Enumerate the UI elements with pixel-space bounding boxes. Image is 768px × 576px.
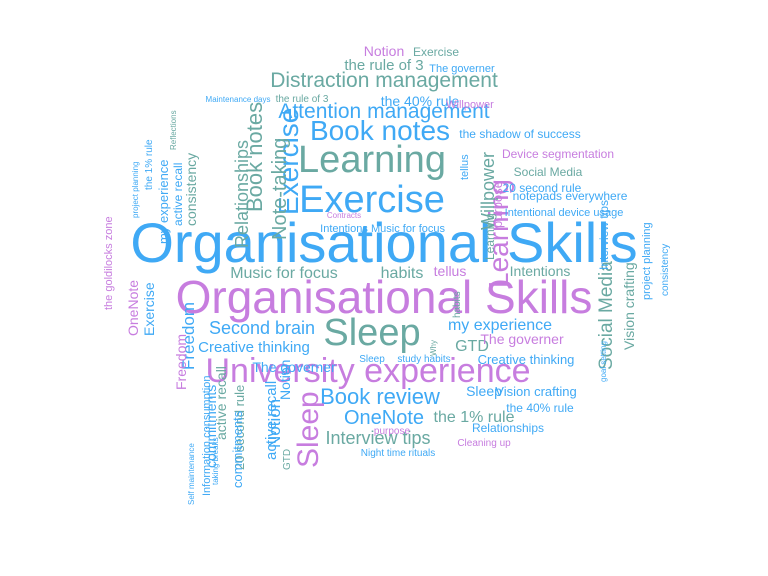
word-active-recall: active recall (171, 163, 185, 226)
word-device-segmentation: Device segmentation (502, 147, 614, 161)
word-interview-tips: Interview tips (597, 200, 611, 270)
word-notion: Notion (364, 43, 404, 59)
word-tellus: tellus (434, 263, 467, 279)
word-purpose: purpose (490, 181, 505, 228)
word-contracts: Contracts (327, 211, 361, 220)
word-creative-thinking: Creative thinking (478, 352, 575, 367)
word-onenote: OneNote (125, 280, 141, 336)
word-intentions: Intentions (320, 223, 368, 235)
word-book-notes: Book notes (310, 115, 450, 146)
word-tellus: tellus (459, 154, 471, 180)
word-the-governer: The governer (252, 359, 336, 375)
word-freedom: Freedom (179, 302, 198, 370)
word-consistency: consistency (183, 153, 199, 226)
word-the-governer: The governer (480, 331, 564, 347)
word-habits: habits (452, 291, 463, 318)
word-willpower: Willpower (478, 152, 498, 230)
word-the-governer: The governer (429, 63, 495, 75)
word-distraction-management: Distraction management (270, 69, 498, 92)
word-night-time-rituals: Night time rituals (361, 448, 435, 459)
word-habits: habits (381, 265, 424, 282)
word-active-recall: active recall (213, 366, 229, 440)
word-the-rule-of-3: the rule of 3 (344, 57, 423, 74)
word-second-brain: Second brain (209, 318, 315, 338)
word-sleep: Sleep (359, 354, 385, 365)
word-information-consumption: Information consumption (201, 376, 213, 496)
word-willpower: Willpower (446, 99, 494, 111)
word-vision-crafting: Vision crafting (621, 262, 637, 350)
word-organisational-skills: Organisational Skills (176, 271, 593, 323)
word-intentional-device-usage: Intentional device usage (505, 207, 624, 219)
word-20-second-rule: 20 second rule (232, 385, 247, 470)
word-sleep: Sleep (323, 312, 420, 354)
word-commitments: commitments (230, 410, 245, 488)
word-intentions: Intentions (510, 263, 571, 279)
word-university-experience: University experience (205, 352, 530, 390)
word-learning: Learning (483, 179, 514, 288)
word-the-1-percent-rule: the 1% rule (144, 139, 155, 190)
word-book-notes: Book notes (242, 102, 267, 212)
word-20-second-rule: 20 second rule (503, 181, 582, 195)
word-cleaning-up: Cleaning up (457, 438, 511, 449)
word-vision-crafting: Vision crafting (495, 384, 576, 399)
word-my-experience: my experience (448, 317, 552, 334)
word-music-for-focus: Music for focus (230, 265, 338, 282)
word-freedom: Freedom (173, 334, 189, 390)
word-organisational-skills: Organisational Skills (130, 211, 637, 274)
word-the-40-percent-rule: the 40% rule (381, 93, 460, 109)
word-learning: Learning (483, 213, 497, 260)
word-study-habits: study habits (397, 354, 450, 365)
word-relationships: Relationships (472, 421, 544, 435)
word-gtd: GTD (282, 449, 293, 470)
word-interview-tips: Interview tips (325, 428, 430, 448)
word-relationships: Relationships (232, 140, 252, 248)
word-exercise: Exercise (273, 108, 304, 215)
word-note-taking: Note-taking (269, 138, 291, 240)
word-exercise: Exercise (413, 45, 459, 59)
word-the-shadow-of-success: the shadow of success (459, 127, 580, 141)
word-goal-setting: goal setting (599, 341, 608, 382)
word-music-for-focus: Music for focus (371, 223, 445, 235)
word-book-review: Book review (320, 384, 440, 409)
word-notion: Notion (277, 360, 293, 400)
word-project-planning: project planning (641, 222, 653, 300)
word-the-1-percent-rule: the 1% rule (434, 409, 515, 426)
word-social-media: Social Media (596, 261, 617, 370)
word-notepads-everywhere: notepads everywhere (513, 189, 628, 203)
word-active-recall: active recall (263, 381, 280, 460)
word-exercise: Exercise (141, 282, 157, 336)
word-self-maintenance: Self maintenance (187, 443, 196, 505)
word-project-planning: project planning (131, 162, 140, 218)
word-the-rule-of-3: the rule of 3 (276, 94, 329, 105)
word-notion: Notion (265, 399, 284, 448)
word-exercise: Exercise (299, 179, 445, 221)
word-commitments: commitments (203, 385, 219, 468)
word-the-40-percent-rule: the 40% rule (506, 401, 574, 415)
word-onenote: OneNote (344, 407, 424, 429)
word-purpose: purpose (374, 426, 411, 437)
word-gtd: GTD (455, 338, 489, 355)
word-the-goldilocks-zone: the goldilocks zone (103, 216, 115, 310)
word-why: Why (429, 340, 438, 356)
word-reflections: Reflections (169, 110, 178, 150)
word-learning: Learning (298, 139, 446, 181)
word-my-experience: my experience (156, 159, 171, 244)
word-social-media: Social Media (514, 165, 583, 179)
word-maintenance-days: Maintenance days (206, 95, 271, 104)
word-sleep: Sleep (466, 383, 502, 399)
word-sleep: Sleep (292, 391, 325, 468)
word-consistency: consistency (660, 244, 671, 296)
word-attention-management: Attention management (278, 100, 489, 123)
word-taking-breaks: taking breaks (211, 437, 220, 485)
word-creative-thinking: Creative thinking (198, 339, 310, 356)
